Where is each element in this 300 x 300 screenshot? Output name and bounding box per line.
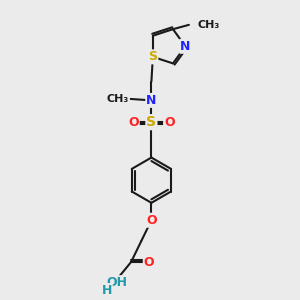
Text: S: S: [146, 115, 156, 129]
Text: CH₃: CH₃: [107, 94, 129, 104]
Text: N: N: [180, 40, 190, 53]
Text: S: S: [148, 50, 158, 63]
Text: O: O: [144, 256, 154, 268]
Text: O: O: [128, 116, 139, 129]
Text: O: O: [146, 214, 157, 227]
Text: OH: OH: [106, 276, 127, 289]
Text: H: H: [102, 284, 112, 297]
Text: O: O: [164, 116, 175, 129]
Text: N: N: [146, 94, 157, 107]
Text: CH₃: CH₃: [197, 20, 219, 30]
